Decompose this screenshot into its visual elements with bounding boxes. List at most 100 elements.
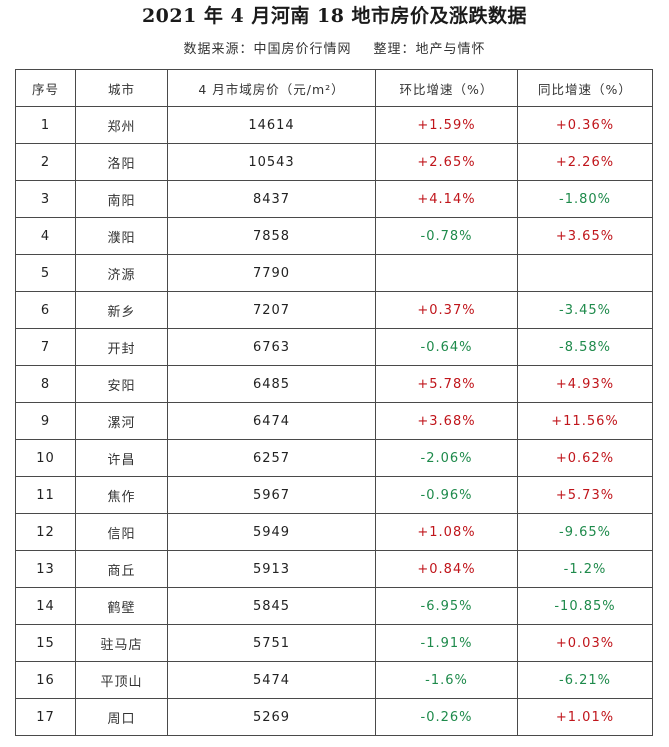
cell-price: 5967 [167,476,376,514]
header-yoy: 同比增速（%） [517,69,653,107]
cell-city: 平顶山 [75,661,168,699]
cell-yoy: -3.45% [517,291,653,329]
header-price: 4 月市域房价（元/m²） [167,69,376,107]
cell-no: 5 [15,254,76,292]
cell-mom: +4.14% [375,180,518,218]
table-row: 3 南阳 8437 +4.14% -1.80% [15,180,653,218]
cell-no: 7 [15,328,76,366]
cell-price: 5269 [167,698,376,736]
cell-mom: -0.96% [375,476,518,514]
editor-credit: 整理：地产与情怀 [373,42,486,57]
cell-mom: -0.78% [375,217,518,255]
table-row: 7 开封 6763 -0.64% -8.58% [15,328,653,366]
cell-city: 许昌 [75,439,168,477]
table-row: 10 许昌 6257 -2.06% +0.62% [15,439,653,477]
cell-city: 开封 [75,328,168,366]
cell-no: 16 [15,661,76,699]
cell-price: 14614 [167,106,376,144]
cell-mom: -1.6% [375,661,518,699]
cell-no: 6 [15,291,76,329]
cell-yoy: +0.03% [517,624,653,662]
table-row: 5 济源 7790 [15,254,653,292]
table-row: 2 洛阳 10543 +2.65% +2.26% [15,143,653,181]
cell-yoy: +3.65% [517,217,653,255]
cell-price: 7858 [167,217,376,255]
cell-yoy: +0.36% [517,106,653,144]
cell-no: 15 [15,624,76,662]
cell-no: 13 [15,550,76,588]
cell-mom: +1.59% [375,106,518,144]
cell-yoy: +2.26% [517,143,653,181]
table-row: 14 鹤壁 5845 -6.95% -10.85% [15,587,653,625]
cell-city: 洛阳 [75,143,168,181]
cell-no: 11 [15,476,76,514]
cell-no: 2 [15,143,76,181]
cell-yoy: -6.21% [517,661,653,699]
cell-city: 焦作 [75,476,168,514]
cell-mom: +0.37% [375,291,518,329]
cell-city: 商丘 [75,550,168,588]
cell-price: 7207 [167,291,376,329]
cell-price: 7790 [167,254,376,292]
table-row: 16 平顶山 5474 -1.6% -6.21% [15,661,653,699]
cell-city: 周口 [75,698,168,736]
table-row: 8 安阳 6485 +5.78% +4.93% [15,365,653,403]
cell-price: 6474 [167,402,376,440]
cell-no: 8 [15,365,76,403]
table-row: 11 焦作 5967 -0.96% +5.73% [15,476,653,514]
cell-price: 8437 [167,180,376,218]
cell-no: 4 [15,217,76,255]
cell-yoy [517,254,653,292]
cell-yoy: +11.56% [517,402,653,440]
price-table: 序号 城市 4 月市域房价（元/m²） 环比增速（%） 同比增速（%） 1 郑州 1… [15,69,653,736]
cell-mom: -2.06% [375,439,518,477]
cell-no: 14 [15,587,76,625]
header-no: 序号 [15,69,76,107]
cell-price: 5845 [167,587,376,625]
cell-mom: -0.26% [375,698,518,736]
cell-mom: -0.64% [375,328,518,366]
cell-mom: +0.84% [375,550,518,588]
cell-price: 5474 [167,661,376,699]
cell-mom: -1.91% [375,624,518,662]
cell-yoy: +1.01% [517,698,653,736]
data-source: 数据来源：中国房价行情网 [183,42,352,57]
cell-mom: +5.78% [375,365,518,403]
cell-price: 5751 [167,624,376,662]
cell-no: 3 [15,180,76,218]
cell-price: 5913 [167,550,376,588]
cell-price: 6763 [167,328,376,366]
cell-yoy: -1.2% [517,550,653,588]
table-row: 4 濮阳 7858 -0.78% +3.65% [15,217,653,255]
cell-no: 9 [15,402,76,440]
cell-city: 鹤壁 [75,587,168,625]
cell-mom: +2.65% [375,143,518,181]
cell-city: 济源 [75,254,168,292]
cell-city: 驻马店 [75,624,168,662]
cell-no: 1 [15,106,76,144]
cell-yoy: +5.73% [517,476,653,514]
page-title: 2021 年 4 月河南 18 地市房价及涨跌数据 [141,5,528,27]
table-row: 12 信阳 5949 +1.08% -9.65% [15,513,653,551]
cell-mom: +1.08% [375,513,518,551]
cell-mom: +3.68% [375,402,518,440]
cell-city: 漯河 [75,402,168,440]
cell-city: 信阳 [75,513,168,551]
cell-city: 郑州 [75,106,168,144]
cell-price: 10543 [167,143,376,181]
cell-city: 新乡 [75,291,168,329]
cell-yoy: +0.62% [517,439,653,477]
table-row: 13 商丘 5913 +0.84% -1.2% [15,550,653,588]
cell-no: 12 [15,513,76,551]
table-row: 17 周口 5269 -0.26% +1.01% [15,698,653,736]
cell-price: 6257 [167,439,376,477]
table-row: 9 漯河 6474 +3.68% +11.56% [15,402,653,440]
table-header-row: 序号 城市 4 月市域房价（元/m²） 环比增速（%） 同比增速（%） [15,69,653,107]
cell-yoy: -8.58% [517,328,653,366]
cell-price: 5949 [167,513,376,551]
cell-city: 濮阳 [75,217,168,255]
table-row: 15 驻马店 5751 -1.91% +0.03% [15,624,653,662]
source-line: 数据来源：中国房价行情网 整理：地产与情怀 [0,40,669,60]
cell-yoy: +4.93% [517,365,653,403]
cell-no: 10 [15,439,76,477]
